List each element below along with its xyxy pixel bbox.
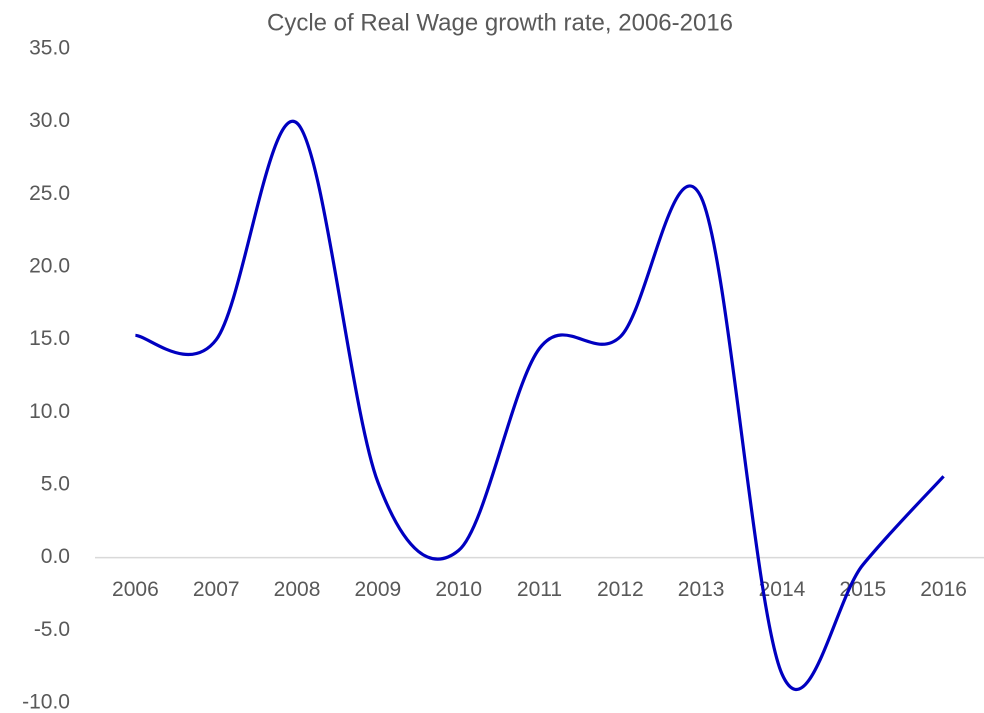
x-tick-label: 2013 [678,578,725,601]
x-tick-label: 2014 [759,578,806,601]
x-tick-label: 2011 [517,578,562,601]
y-tick-label: 25.0 [29,182,70,205]
y-tick-label: 0.0 [41,545,70,568]
x-tick-label: 2007 [193,578,240,601]
y-tick-label: 35.0 [29,37,70,60]
x-tick-label: 2012 [597,578,644,601]
y-tick-label: 5.0 [41,473,70,496]
y-tick-label: 10.0 [29,400,70,423]
y-tick-label: 30.0 [29,109,70,132]
y-tick-label: -5.0 [34,618,70,641]
y-tick-label: 15.0 [29,327,70,350]
x-tick-label: 2009 [355,578,402,601]
x-tick-label: 2006 [112,578,159,601]
y-tick-label: -10.0 [22,691,70,713]
x-tick-label: 2010 [435,578,482,601]
y-tick-label: 20.0 [29,255,70,278]
data-line [135,119,945,692]
x-tick-label: 2008 [274,578,321,601]
x-tick-label: 2016 [920,578,967,601]
chart-title: Cycle of Real Wage growth rate, 2006-201… [267,9,733,36]
